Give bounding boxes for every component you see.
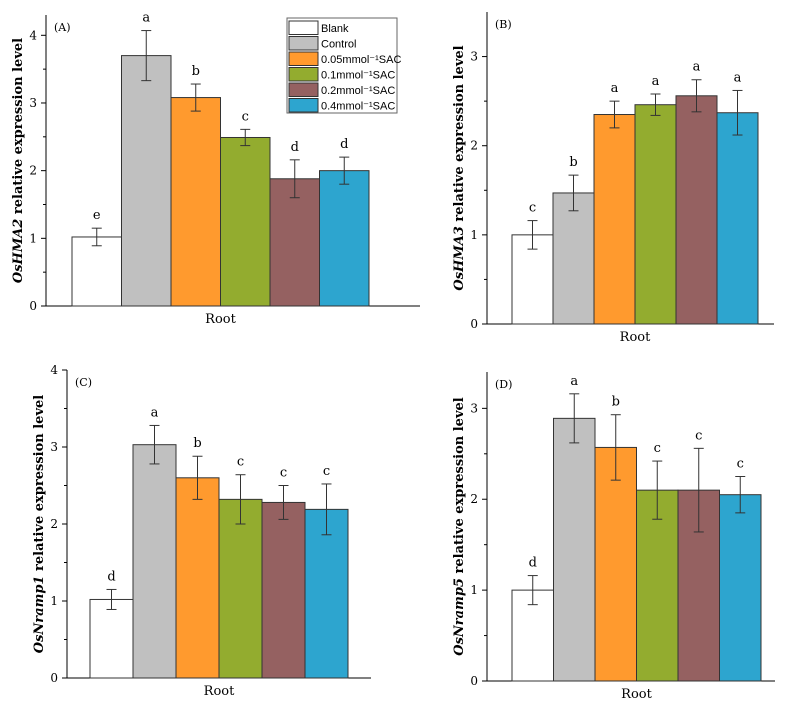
bar-2 [121, 55, 172, 307]
legend-swatch [288, 20, 319, 35]
x-axis-label: Root [621, 687, 652, 702]
y-axis-label: OsNramp5 relative expression level [452, 397, 467, 655]
panel-label: (A) [54, 21, 71, 34]
y-tick-label: 1 [470, 583, 478, 597]
bar-6 [716, 112, 759, 325]
significance-letter: d [529, 556, 537, 571]
panel-label: (B) [495, 18, 512, 31]
significance-letter: c [695, 428, 702, 443]
significance-letter: b [612, 395, 620, 410]
y-tick-label: 4 [29, 28, 37, 42]
y-axis-label: OsHMA2 relative expression level [11, 38, 26, 283]
bar-6 [304, 508, 349, 679]
bar-5 [269, 178, 320, 307]
bar-3 [594, 446, 637, 682]
y-tick-label: 2 [470, 492, 478, 506]
bar-2 [132, 444, 177, 679]
significance-letter: c [280, 466, 287, 481]
significance-letter: c [323, 464, 330, 479]
significance-letter: b [569, 155, 577, 170]
significance-letter: b [193, 436, 201, 451]
chart-panel-3: 0 1 2 3 4 (C) d a b c c c Root OsNramp1 relative expr… [32, 363, 371, 699]
legend-swatch [288, 67, 319, 82]
bar-2 [553, 417, 596, 682]
y-tick-label: 1 [470, 228, 478, 242]
legend-label: 0.1mmol⁻¹SAC [321, 70, 395, 82]
bar-2 [552, 192, 595, 325]
significance-letter: e [93, 208, 101, 223]
significance-letter: b [192, 64, 200, 79]
significance-letter: a [151, 405, 159, 420]
chart-panel-1: 0 1 2 3 4 (A) e a b c d d Root OsHMA2 relative expres… [11, 11, 420, 327]
y-tick-label: 2 [470, 139, 478, 153]
bar-1 [71, 236, 122, 307]
significance-letter: c [242, 109, 249, 124]
bar-3 [170, 97, 221, 307]
legend-frame [286, 17, 398, 114]
bar-4 [636, 489, 679, 682]
panel-label: (C) [75, 376, 92, 389]
significance-letter: c [237, 455, 244, 470]
bar-4 [220, 136, 271, 307]
y-tick-label: 3 [470, 50, 478, 64]
legend-swatch [288, 82, 319, 97]
significance-letter: c [529, 201, 536, 216]
bar-5 [261, 501, 306, 679]
y-tick-label: 2 [50, 517, 58, 531]
chart-panel-4: 0 1 2 3 (D) d a b c c c Root OsNramp5 relative expre… [452, 372, 775, 702]
legend-swatch [288, 36, 319, 51]
bar-1 [89, 598, 134, 679]
y-tick-label: 2 [29, 164, 37, 178]
x-axis-label: Root [205, 312, 236, 327]
significance-letter: a [611, 81, 619, 96]
panel-label: (D) [495, 378, 512, 391]
significance-letter: a [652, 74, 660, 89]
y-tick-label: 1 [29, 231, 37, 245]
bar-1 [511, 589, 554, 682]
significance-letter: d [107, 569, 115, 584]
bar-5 [675, 95, 718, 325]
bar-6 [719, 494, 762, 682]
y-axis-label: OsNramp1 relative expression level [32, 395, 47, 653]
significance-letter: a [734, 70, 742, 85]
bar-1 [511, 234, 554, 325]
y-tick-label: 3 [470, 401, 478, 415]
y-axis-label: OsHMA3 relative expression level [452, 45, 467, 290]
significance-letter: a [693, 60, 701, 75]
legend-label: Control [321, 39, 356, 51]
significance-letter: c [654, 441, 661, 456]
significance-letter: d [340, 137, 348, 152]
bar-3 [175, 477, 220, 679]
legend-label: 0.4mmol⁻¹SAC [321, 101, 395, 113]
y-tick-label: 0 [470, 317, 478, 331]
x-axis-label: Root [620, 330, 651, 345]
bar-6 [319, 170, 370, 307]
y-tick-label: 1 [50, 594, 58, 608]
legend-label: 0.05mmol⁻¹SAC [321, 54, 401, 66]
bar-4 [634, 104, 677, 325]
x-axis-label: Root [204, 684, 235, 699]
y-tick-label: 0 [29, 299, 37, 313]
y-tick-label: 3 [29, 96, 37, 110]
legend-label: 0.2mmol⁻¹SAC [321, 85, 395, 97]
legend-swatch [288, 51, 319, 66]
significance-letter: a [570, 374, 578, 389]
y-tick-label: 4 [50, 363, 58, 377]
chart-panel-2: 0 1 2 3 (B) c b a a a a Root OsHMA3 relative express… [452, 12, 774, 345]
significance-letter: a [142, 11, 150, 26]
significance-letter: c [737, 457, 744, 472]
y-tick-label: 0 [470, 674, 478, 688]
y-tick-label: 3 [50, 440, 58, 454]
legend-swatch [288, 98, 319, 113]
bar-3 [593, 114, 636, 325]
legend-label: Blank [321, 23, 349, 35]
bar-4 [218, 498, 263, 679]
significance-letter: d [291, 140, 299, 155]
legend: Blank Control 0.05mmol⁻¹SAC 0.1mmol⁻¹SAC 0.2… [286, 17, 401, 114]
y-tick-label: 0 [50, 671, 58, 685]
